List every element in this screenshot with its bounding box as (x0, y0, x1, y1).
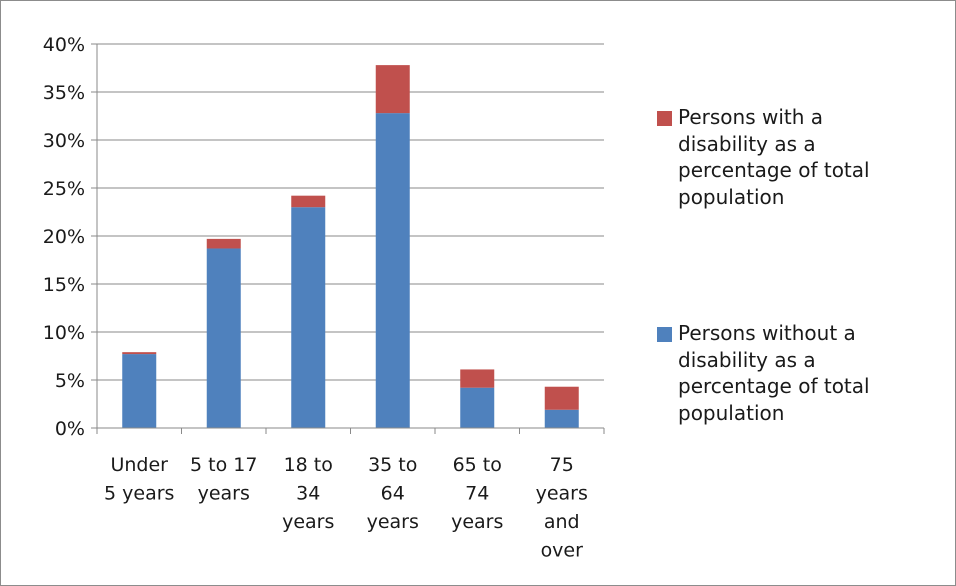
bar-without-disability (375, 113, 410, 429)
legend-label-line: population (678, 184, 785, 209)
x-category-label: years (367, 511, 419, 533)
x-category-label: and (544, 511, 580, 533)
x-category-label: years (536, 483, 588, 505)
x-category-label: 64 (381, 483, 405, 505)
x-category-label: 75 (550, 454, 574, 476)
bar-without-disability (122, 354, 157, 428)
bars (122, 65, 579, 429)
axes (96, 44, 605, 434)
x-axis-labels: Under 5 years 5 to 17 years 18 to 34 years 35 t… (104, 454, 588, 562)
legend-label-line: percentage of total (678, 374, 870, 398)
legend-label-line: Persons with a (678, 105, 824, 129)
y-tick-label: 0% (55, 418, 85, 440)
x-category-label: years (282, 511, 334, 533)
bar-with-disability (544, 386, 579, 410)
legend-label-with-disability: Persons with a disability as a percentage … (678, 104, 928, 210)
y-tick-label: 15% (43, 274, 85, 296)
x-category-label: years (198, 483, 250, 505)
y-tick-label: 5% (55, 370, 85, 392)
y-axis-ticks: 0% 5% 10% 15% 20% 25% 30% 35% 40% (43, 34, 97, 440)
legend-label-line: population (678, 400, 785, 425)
x-category-label: 34 (296, 483, 320, 505)
x-category-label: 5 to 17 (190, 454, 257, 476)
bar-with-disability (460, 369, 495, 388)
x-category-label: over (541, 540, 584, 562)
y-tick-label: 40% (43, 34, 85, 56)
x-category-label: 18 to (284, 454, 333, 476)
gridlines (97, 43, 604, 381)
bar-without-disability (206, 248, 241, 428)
legend-swatch-without-disability (657, 327, 672, 342)
bar-with-disability (375, 65, 410, 114)
y-tick-label: 10% (43, 322, 85, 344)
legend-label-line: Persons without a (678, 321, 856, 345)
bar-without-disability (460, 387, 495, 428)
y-tick-label: 30% (43, 130, 85, 152)
legend-label-line: percentage of total (678, 158, 870, 182)
legend-swatch-with-disability (657, 111, 672, 126)
y-tick-label: 35% (43, 82, 85, 104)
x-category-label: 35 to (368, 454, 417, 476)
bar-with-disability (206, 238, 241, 249)
bar-without-disability (291, 207, 326, 428)
legend-label-line: disability as a (678, 347, 816, 372)
bar-with-disability (122, 352, 157, 355)
y-tick-label: 20% (43, 226, 85, 248)
y-tick-label: 25% (43, 178, 85, 200)
bar-with-disability (291, 195, 326, 208)
x-category-label: 5 years (104, 483, 174, 505)
x-category-label: Under (110, 454, 168, 476)
x-category-label: 65 to (453, 454, 502, 476)
legend-label-without-disability: Persons without a disability as a percenta… (678, 320, 928, 426)
bar-without-disability (544, 409, 579, 428)
x-category-label: years (451, 511, 503, 533)
legend-label-line: disability as a (678, 131, 816, 156)
x-category-label: 74 (465, 483, 489, 505)
